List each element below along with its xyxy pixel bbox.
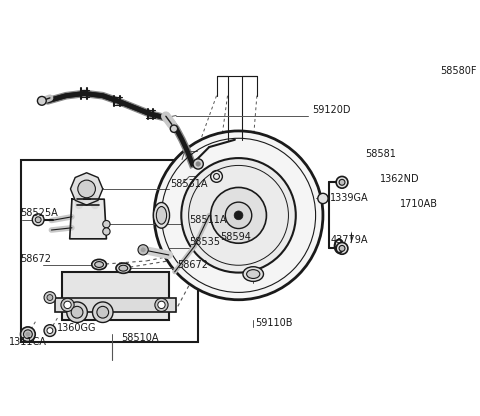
Circle shape — [71, 306, 83, 318]
Circle shape — [24, 330, 32, 339]
Text: 1362ND: 1362ND — [380, 173, 420, 183]
Text: 1339GA: 1339GA — [330, 193, 369, 203]
Text: 43779A: 43779A — [330, 235, 368, 245]
Text: 58672: 58672 — [21, 254, 51, 265]
Text: 58531A: 58531A — [170, 179, 208, 189]
Circle shape — [44, 325, 56, 337]
Text: 1311CA: 1311CA — [9, 337, 47, 347]
Ellipse shape — [154, 203, 169, 228]
Text: 58581: 58581 — [365, 149, 396, 159]
Circle shape — [97, 306, 108, 318]
Circle shape — [26, 332, 30, 337]
Circle shape — [234, 211, 243, 220]
Circle shape — [32, 214, 44, 225]
Text: 1360GG: 1360GG — [57, 323, 97, 333]
Ellipse shape — [92, 260, 107, 270]
Circle shape — [211, 188, 266, 243]
Bar — [62, 272, 169, 319]
Ellipse shape — [156, 206, 167, 224]
Circle shape — [336, 176, 348, 188]
Circle shape — [181, 158, 296, 272]
Circle shape — [44, 292, 56, 303]
Circle shape — [37, 97, 46, 105]
Ellipse shape — [95, 262, 104, 267]
Circle shape — [93, 302, 113, 322]
Circle shape — [138, 245, 148, 255]
Circle shape — [78, 180, 96, 198]
Circle shape — [35, 217, 41, 223]
Circle shape — [339, 245, 345, 251]
Text: 58580F: 58580F — [440, 67, 477, 77]
Circle shape — [154, 131, 323, 300]
Circle shape — [103, 220, 110, 228]
Circle shape — [193, 159, 204, 169]
Text: 58594: 58594 — [220, 233, 251, 243]
Circle shape — [155, 298, 168, 312]
Ellipse shape — [247, 270, 260, 278]
Circle shape — [196, 162, 200, 166]
Text: 58510A: 58510A — [121, 333, 158, 343]
Circle shape — [64, 301, 71, 309]
Bar — [21, 160, 198, 342]
Circle shape — [336, 243, 348, 254]
Circle shape — [158, 301, 165, 309]
Circle shape — [61, 298, 74, 312]
Circle shape — [339, 179, 345, 185]
Circle shape — [67, 302, 87, 322]
Text: 1710AB: 1710AB — [400, 198, 438, 208]
Text: 59120D: 59120D — [312, 105, 350, 115]
Ellipse shape — [119, 265, 128, 271]
Circle shape — [225, 202, 252, 228]
Circle shape — [318, 193, 328, 203]
Ellipse shape — [243, 267, 264, 281]
Circle shape — [47, 295, 53, 300]
Ellipse shape — [116, 263, 131, 273]
Polygon shape — [71, 173, 103, 205]
Text: 58672: 58672 — [178, 260, 209, 270]
Text: 58511A: 58511A — [190, 215, 227, 225]
Circle shape — [47, 328, 53, 334]
Circle shape — [170, 125, 178, 132]
Circle shape — [21, 327, 35, 342]
Polygon shape — [70, 199, 107, 239]
Text: 59110B: 59110B — [255, 318, 293, 328]
Bar — [55, 297, 176, 312]
Circle shape — [103, 228, 110, 235]
Circle shape — [141, 248, 145, 252]
Text: 58525A: 58525A — [21, 208, 58, 218]
Text: 58535: 58535 — [190, 238, 220, 248]
